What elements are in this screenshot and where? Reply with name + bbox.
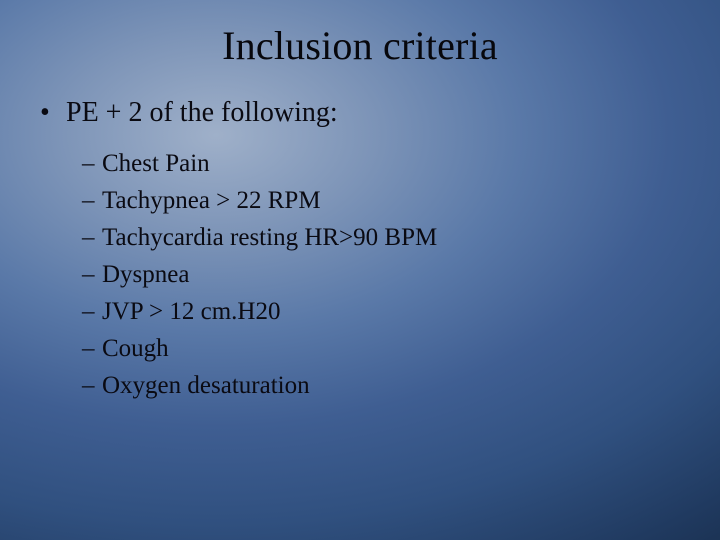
- level2-text: Dyspnea: [102, 261, 189, 288]
- dash-icon: –: [82, 219, 102, 256]
- level2-text: Cough: [102, 335, 169, 362]
- dash-icon: –: [82, 256, 102, 293]
- list-item: –JVP > 12 cm.H20: [82, 293, 686, 330]
- dash-icon: –: [82, 182, 102, 219]
- level2-text: Oxygen desaturation: [102, 372, 310, 399]
- slide: Inclusion criteria •PE + 2 of the follow…: [0, 0, 720, 540]
- list-item: –Dyspnea: [82, 256, 686, 293]
- level1-text: PE + 2 of the following:: [66, 97, 338, 128]
- list-item: –Tachycardia resting HR>90 BPM: [82, 219, 686, 256]
- list-item: –Chest Pain: [82, 145, 686, 182]
- bullet-dot-icon: •: [40, 95, 66, 131]
- slide-title: Inclusion criteria: [34, 22, 686, 69]
- level2-text: Chest Pain: [102, 150, 210, 177]
- level2-text: Tachycardia resting HR>90 BPM: [102, 224, 437, 251]
- level2-text: JVP > 12 cm.H20: [102, 298, 280, 325]
- dash-icon: –: [82, 293, 102, 330]
- list-item: –Cough: [82, 330, 686, 367]
- list-item: –Oxygen desaturation: [82, 367, 686, 404]
- bullet-level1: •PE + 2 of the following:: [40, 95, 686, 131]
- dash-icon: –: [82, 367, 102, 404]
- dash-icon: –: [82, 330, 102, 367]
- level2-text: Tachypnea > 22 RPM: [102, 187, 321, 214]
- dash-icon: –: [82, 145, 102, 182]
- level2-list: –Chest Pain –Tachypnea > 22 RPM –Tachyca…: [82, 145, 686, 404]
- list-item: –Tachypnea > 22 RPM: [82, 182, 686, 219]
